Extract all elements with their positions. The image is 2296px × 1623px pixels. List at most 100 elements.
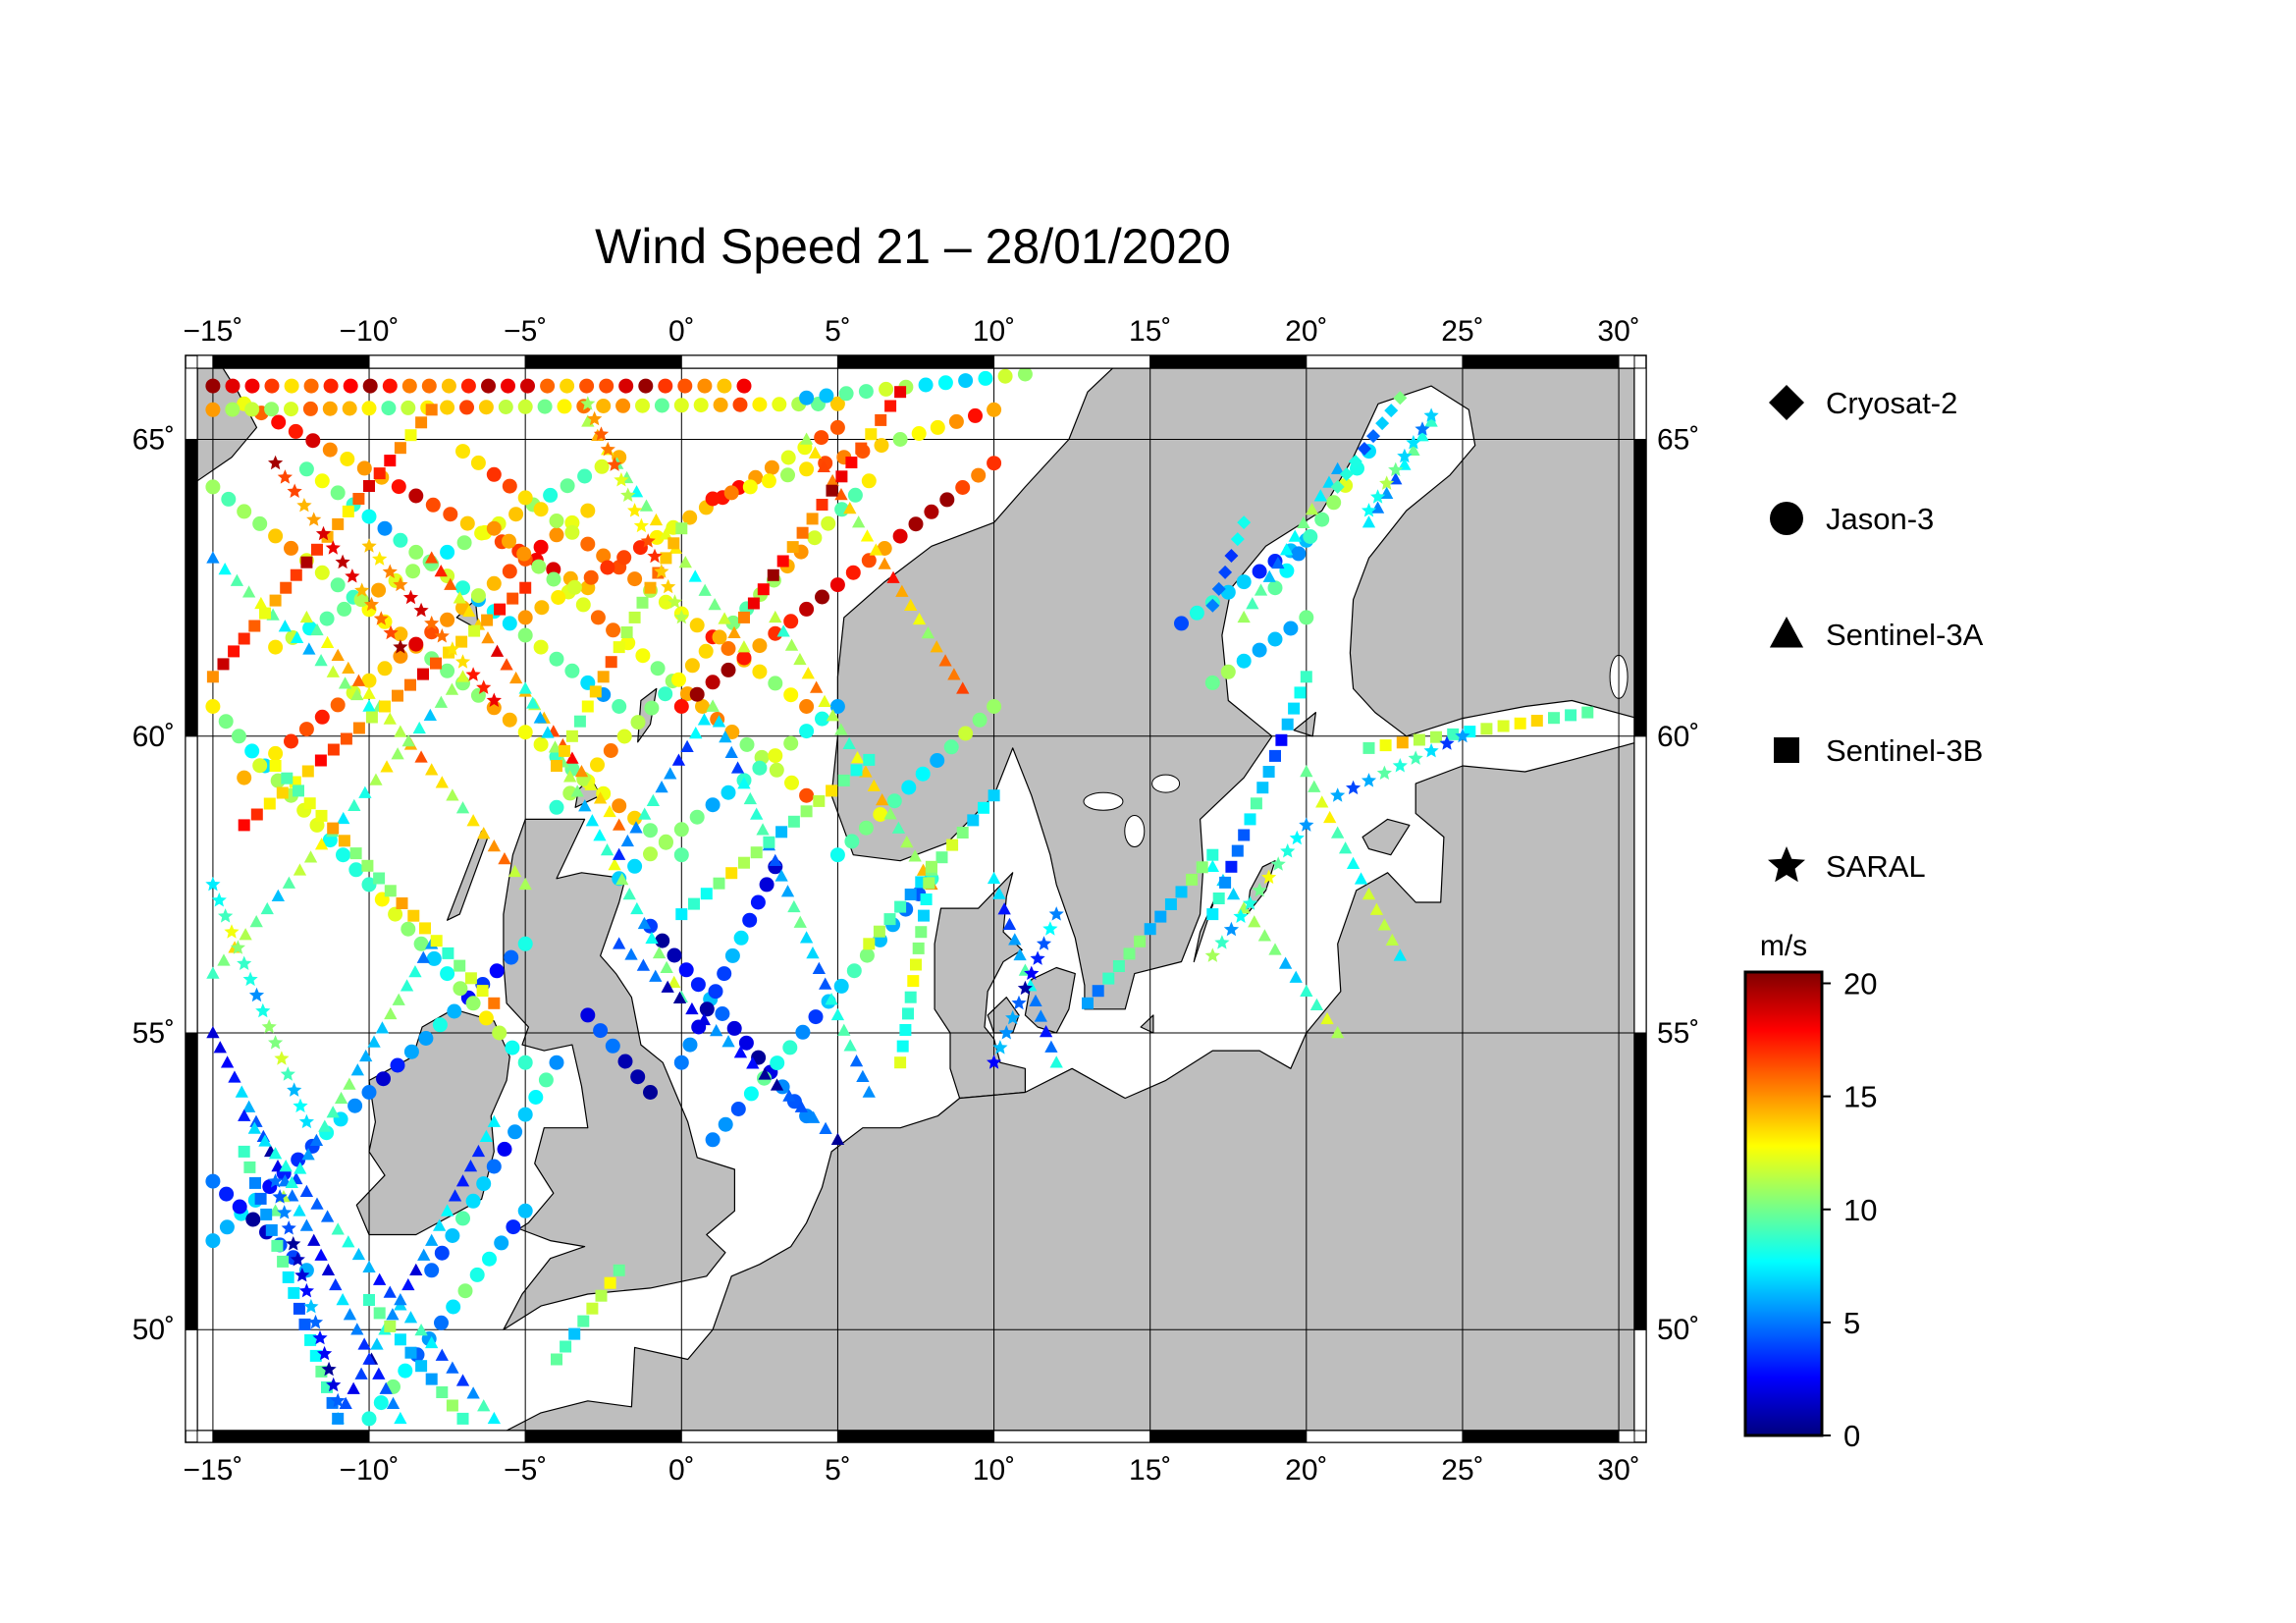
track-mark-circle [1283, 621, 1299, 636]
track-mark-circle [718, 1116, 733, 1132]
track-mark-triangle [908, 849, 922, 862]
track-mark-square [396, 897, 408, 909]
track-mark-diamond [1339, 466, 1354, 481]
track-mark-star [1214, 935, 1230, 949]
frame-bar-top [212, 354, 370, 369]
track-mark-triangle [834, 487, 848, 501]
track-mark-circle [447, 1003, 462, 1019]
track-mark-star [580, 396, 596, 410]
track-mark-triangle [440, 1204, 454, 1217]
track-mark-square [956, 827, 969, 839]
track-mark-triangle [793, 915, 807, 928]
track-mark-star [1036, 936, 1052, 950]
track-mark-triangle [776, 624, 790, 637]
track-mark-circle [705, 491, 721, 507]
track-mark-circle [658, 834, 673, 849]
track-mark-triangle [425, 1233, 439, 1246]
track-mark-circle [655, 933, 670, 948]
track-mark-circle [892, 528, 908, 544]
track-mark-triangle [320, 635, 335, 649]
track-mark-triangle [1354, 872, 1368, 885]
track-mark-triangle [391, 747, 404, 760]
track-mark-triangle [743, 791, 757, 805]
lon-tick-label-top: 15˚ [1129, 315, 1171, 348]
track-mark-square [373, 872, 386, 885]
track-mark-square [363, 1294, 375, 1306]
track-mark-circle [738, 1035, 754, 1051]
track-mark-circle [600, 560, 615, 575]
track-mark-circle [408, 488, 424, 504]
track-mark-circle [564, 663, 580, 678]
map-area [197, 368, 1634, 1431]
track-mark-circle [340, 452, 355, 466]
track-mark-circle [713, 397, 728, 412]
frame-bar-right [1633, 439, 1647, 737]
track-mark-circle [643, 846, 658, 862]
track-mark-triangle [1320, 1011, 1334, 1025]
track-mark-triangle [339, 1396, 352, 1410]
track-mark-circle [671, 672, 686, 687]
track-mark-square [884, 400, 897, 412]
track-mark-triangle [350, 1063, 364, 1076]
lon-tick-label-top: −5˚ [504, 315, 547, 348]
track-mark-circle [549, 514, 564, 528]
track-mark-triangle [688, 569, 702, 582]
track-mark-triangle [477, 1399, 491, 1412]
track-mark-circle [362, 378, 378, 394]
track-mark-square [776, 555, 789, 568]
track-mark-circle [506, 1219, 521, 1235]
track-mark-square [468, 624, 481, 637]
track-mark-star [274, 1051, 290, 1065]
track-mark-circle [549, 1055, 564, 1070]
track-mark-circle [654, 398, 669, 413]
track-mark-triangle [862, 1085, 876, 1098]
track-mark-circle [455, 1211, 470, 1226]
lon-tick-label-top: 5˚ [825, 315, 851, 348]
track-mark-triangle [1002, 917, 1017, 930]
track-mark-triangle [1369, 902, 1384, 915]
lon-tick-label-bottom: −10˚ [340, 1454, 400, 1487]
colorbar-tick-label: 5 [1843, 1306, 1860, 1340]
track-mark-circle [877, 541, 892, 556]
track-mark-triangle [238, 1109, 251, 1121]
track-mark-circle [772, 397, 787, 412]
track-mark-square [442, 947, 454, 959]
track-mark-diamond [1230, 532, 1245, 547]
track-mark-circle [742, 479, 758, 495]
track-mark-circle [799, 390, 815, 406]
track-mark-square [786, 541, 799, 554]
track-mark-circle [533, 502, 549, 517]
track-mark-circle [291, 1152, 306, 1167]
track-mark-circle [517, 399, 533, 414]
track-mark-square [238, 632, 250, 645]
lat-tick-label-left: 50˚ [133, 1314, 175, 1346]
track-mark-circle [838, 386, 854, 402]
track-mark-circle [314, 709, 330, 725]
track-mark-triangle [362, 699, 376, 712]
track-mark-circle [516, 546, 532, 562]
track-mark-square [559, 744, 570, 757]
track-mark-triangle [780, 885, 795, 897]
track-mark-square [494, 603, 507, 616]
track-mark-square [883, 913, 896, 926]
track-mark-square [277, 1255, 290, 1268]
track-mark-circle [507, 1124, 523, 1140]
track-mark-square [816, 499, 828, 511]
track-mark-triangle [1309, 998, 1324, 1011]
track-mark-circle [237, 504, 252, 519]
track-mark-circle [635, 648, 651, 664]
track-mark-circle [705, 797, 721, 813]
track-mark-square [1288, 702, 1301, 715]
track-mark-circle [829, 577, 845, 593]
track-mark-star [335, 554, 350, 569]
track-mark-triangle [921, 625, 935, 639]
track-mark-triangle [433, 1218, 447, 1231]
track-mark-circle [594, 459, 610, 474]
track-mark-square [577, 1315, 590, 1327]
track-mark-square [573, 715, 586, 728]
track-mark-star [1370, 489, 1386, 504]
track-mark-star [330, 1392, 346, 1408]
track-mark-triangle [806, 947, 820, 959]
track-mark-circle [799, 724, 815, 739]
track-mark-square [243, 1161, 256, 1173]
